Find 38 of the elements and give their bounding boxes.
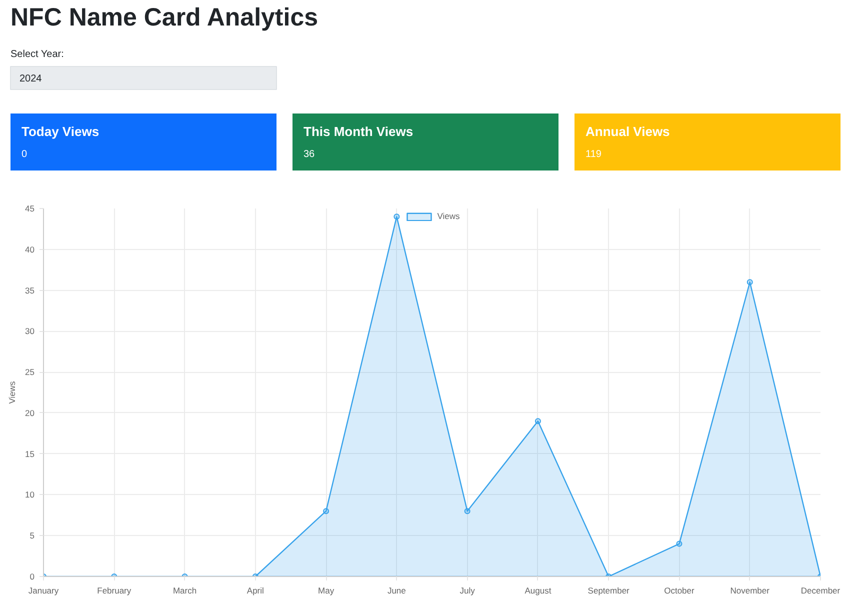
legend-label: Views (437, 211, 460, 221)
x-tick-label: December (800, 586, 840, 596)
point (394, 214, 400, 220)
data-label: 119 (586, 149, 602, 160)
text: Select Year: (10, 49, 64, 60)
x-tick-label: August (524, 586, 552, 596)
text: 2024 (20, 74, 42, 84)
point (464, 508, 470, 514)
point (534, 418, 541, 424)
y-tick-label: 5 (30, 530, 35, 541)
y-tick-label: 0 (30, 572, 35, 582)
y-tick-label: 15 (25, 448, 35, 459)
point (676, 540, 682, 547)
y-tick-label: 30 (25, 326, 35, 336)
x-tick-label: October (664, 586, 695, 596)
y-tick-label: 20 (25, 408, 35, 418)
text: NFC Name Card Analytics (10, 4, 318, 32)
x-tick-label: March (172, 586, 197, 596)
y-axis-title: Views (7, 381, 18, 404)
x-tick-label: February (97, 586, 132, 596)
y-tick-label: 35 (25, 285, 35, 296)
x-tick-label: June (387, 586, 406, 596)
y-tick-label: 45 (25, 204, 35, 214)
point (323, 508, 330, 514)
category-label: Today Views (22, 124, 100, 139)
x-tick-label: May (318, 586, 335, 596)
y-tick-label: 10 (25, 490, 35, 500)
x-tick-label: September (588, 586, 630, 596)
category-label: Annual Views (586, 124, 670, 139)
x-tick-label: January (28, 586, 60, 596)
x-tick-label: July (460, 586, 476, 596)
y-tick-label: 40 (25, 244, 35, 254)
point (746, 279, 753, 286)
data-label: 36 (304, 149, 316, 160)
category-label: This Month Views (304, 124, 414, 139)
y-tick-label: 25 (25, 367, 35, 378)
x-tick-label: November (730, 586, 770, 596)
x-tick-label: April (246, 586, 264, 596)
